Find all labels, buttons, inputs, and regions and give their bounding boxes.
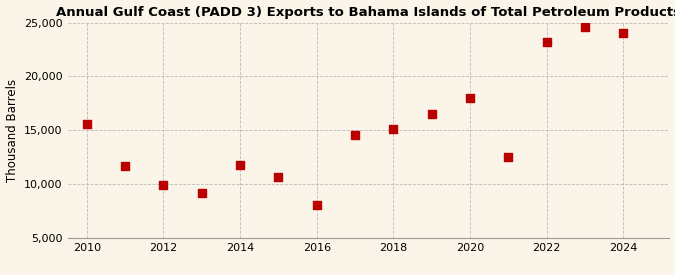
Y-axis label: Thousand Barrels: Thousand Barrels: [5, 79, 18, 182]
Point: [311, 203, 322, 207]
Point: [158, 183, 169, 187]
Point: [196, 191, 207, 195]
Point: [541, 40, 552, 44]
Point: [503, 155, 514, 160]
Point: [580, 24, 591, 29]
Point: [618, 31, 629, 35]
Point: [350, 132, 360, 137]
Point: [119, 164, 130, 168]
Point: [235, 163, 246, 167]
Point: [464, 96, 475, 100]
Point: [273, 174, 284, 179]
Point: [82, 122, 92, 126]
Point: [427, 112, 437, 116]
Point: [388, 127, 399, 131]
Title: Annual Gulf Coast (PADD 3) Exports to Bahama Islands of Total Petroleum Products: Annual Gulf Coast (PADD 3) Exports to Ba…: [56, 6, 675, 18]
